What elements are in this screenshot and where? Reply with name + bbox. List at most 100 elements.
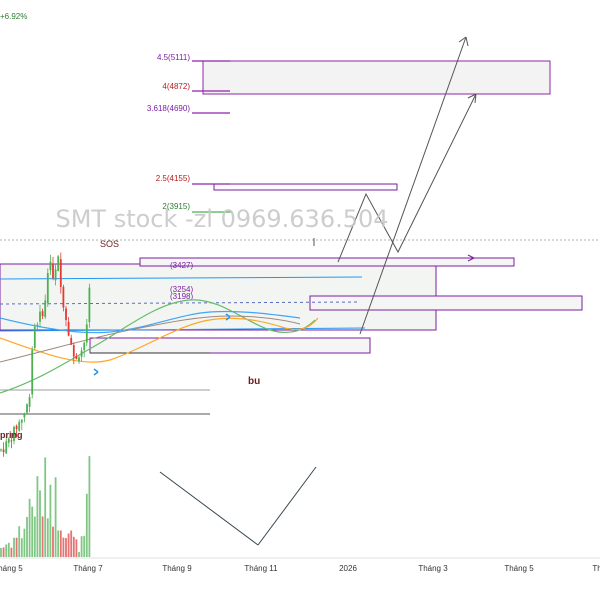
- volume-bar: [33, 516, 36, 557]
- volume-bar: [20, 538, 23, 557]
- fib-label-4: 4(4872): [162, 82, 190, 91]
- candle-body: [57, 256, 60, 271]
- volume-bar: [44, 457, 47, 557]
- candle-body: [26, 404, 28, 413]
- x-tick-label: Tháng 9: [162, 564, 192, 573]
- candle-body: [20, 419, 23, 423]
- volume-bar: [36, 476, 39, 557]
- horizontal-arrowhead: [467, 254, 475, 262]
- volume-trend-down: [159, 471, 259, 546]
- volume-bar: [88, 456, 91, 557]
- candle-body: [7, 438, 10, 443]
- candle-body: [23, 414, 26, 418]
- marker-arrow-left: [93, 368, 99, 376]
- volume-bar: [26, 517, 28, 557]
- candle-body: [5, 441, 8, 454]
- volume-bar: [67, 533, 70, 557]
- target-zone-upper: [202, 60, 551, 95]
- volume-bar: [15, 537, 18, 557]
- fib-label-25: 2.5(4155): [156, 174, 191, 183]
- candle-body: [13, 426, 15, 441]
- x-tick-label: Tháng 11: [244, 564, 278, 573]
- support-zone: [89, 337, 371, 354]
- candle-body: [65, 308, 67, 320]
- volume-bar: [49, 484, 52, 557]
- candle-body: [41, 311, 44, 317]
- volume-bar: [65, 538, 67, 557]
- volume-bar: [70, 530, 73, 557]
- candle-body: [78, 357, 80, 362]
- candle-body: [2, 449, 5, 453]
- volume-layer: [0, 456, 91, 557]
- candle-body: [54, 269, 57, 281]
- label-spring: pring: [0, 430, 23, 440]
- candle-body: [31, 349, 34, 395]
- volume-bar: [72, 536, 75, 557]
- volume-bar: [62, 537, 65, 557]
- candle-body: [36, 324, 39, 326]
- volume-bar: [83, 535, 86, 557]
- label-bu: bu: [248, 376, 260, 387]
- volume-bar: [0, 548, 2, 557]
- moving-average-orange: [0, 317, 319, 363]
- candle-body: [0, 449, 2, 451]
- volume-bar: [54, 477, 57, 557]
- projection-path-short: [337, 93, 477, 263]
- volume-bar: [5, 544, 8, 557]
- candle-body: [72, 345, 75, 357]
- volume-bar: [31, 506, 34, 557]
- candle-body: [46, 273, 49, 304]
- volume-bar: [46, 518, 49, 557]
- zone-right-extension: [309, 295, 583, 311]
- candle-body: [70, 337, 73, 345]
- candle-body: [39, 311, 41, 322]
- volume-bar: [85, 493, 88, 557]
- volume-bar: [18, 526, 21, 557]
- volume-bar: [23, 528, 26, 557]
- marker-arrow-right: [225, 313, 231, 321]
- volume-bar: [57, 530, 60, 557]
- volume-bar: [10, 547, 13, 557]
- volume-bar: [59, 530, 62, 557]
- moving-average-green: [0, 299, 316, 394]
- volume-trend-up: [257, 466, 317, 546]
- arrowhead-short: [467, 93, 477, 104]
- candle-body: [15, 425, 18, 430]
- candle-body: [85, 324, 88, 343]
- moving-average-brown: [0, 315, 301, 363]
- change-percent: +6.92%: [0, 12, 27, 21]
- candle-body: [75, 355, 78, 359]
- arrowhead-long: [458, 36, 469, 47]
- x-tick-label: Th: [592, 564, 600, 573]
- projection-path-long: [359, 36, 467, 335]
- candle-body: [10, 440, 13, 442]
- candle-body: [83, 342, 86, 351]
- candle-body: [18, 421, 21, 431]
- candle-body: [28, 397, 31, 407]
- candle-body: [80, 350, 83, 357]
- volume-bar: [80, 536, 83, 557]
- volume-bar: [7, 542, 10, 557]
- fib-label-3618: 3.618(4690): [147, 104, 190, 113]
- volume-bar: [52, 526, 54, 557]
- label-sos: SOS: [100, 239, 119, 249]
- volume-bar: [13, 537, 15, 557]
- candle-body: [59, 259, 62, 287]
- candle-body: [49, 261, 52, 271]
- candle-body: [52, 264, 54, 278]
- price-label-3198: (3198): [170, 292, 193, 301]
- candle-body: [44, 300, 47, 317]
- volume-bar: [78, 552, 80, 557]
- candle-body: [67, 322, 70, 336]
- moving-average-blue: [0, 310, 301, 334]
- fib-label-45: 4.5(5111): [157, 53, 190, 62]
- volume-bar: [2, 547, 5, 557]
- price-label-3427: (3427): [170, 261, 193, 270]
- x-tick-label: 2026: [339, 564, 357, 573]
- volume-bar: [75, 539, 78, 557]
- candles-layer: [0, 252, 91, 457]
- x-tick-label: Tháng 5: [504, 564, 534, 573]
- volume-bar: [28, 498, 31, 557]
